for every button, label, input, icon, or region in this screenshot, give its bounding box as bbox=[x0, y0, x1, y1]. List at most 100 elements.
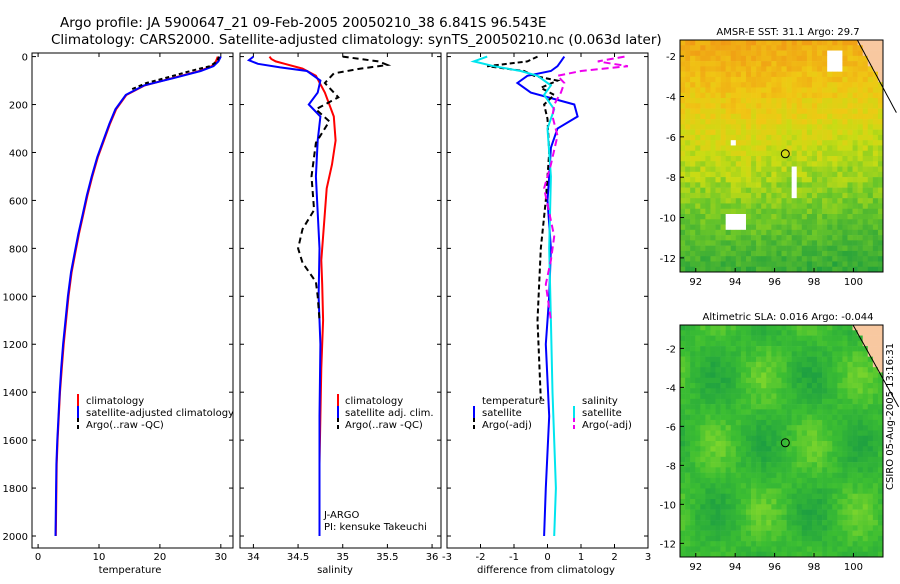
map-cell bbox=[781, 541, 787, 547]
map-cell bbox=[776, 87, 782, 94]
map-cell bbox=[842, 82, 848, 88]
map-cell bbox=[695, 55, 701, 62]
map-cell bbox=[806, 171, 813, 178]
map-cell bbox=[685, 393, 691, 400]
map-frame bbox=[679, 39, 884, 273]
map-cell bbox=[827, 76, 833, 83]
map-cell bbox=[832, 235, 838, 241]
map-cell bbox=[730, 203, 737, 210]
map-cell bbox=[690, 488, 696, 495]
map-cell bbox=[781, 504, 787, 510]
map-cell bbox=[842, 145, 848, 152]
map-cell bbox=[776, 541, 782, 547]
map-cell bbox=[847, 335, 853, 342]
map-cell bbox=[781, 71, 787, 78]
map-cell bbox=[817, 541, 823, 547]
map-cell bbox=[837, 71, 843, 78]
map-cell bbox=[695, 398, 701, 405]
map-cell bbox=[796, 224, 803, 231]
map-cell bbox=[852, 425, 858, 431]
map-cell bbox=[695, 124, 701, 130]
map-cell bbox=[685, 45, 691, 51]
map-cell bbox=[705, 361, 711, 368]
map-cell bbox=[867, 541, 874, 547]
map-cell bbox=[872, 472, 879, 479]
map-cell bbox=[832, 335, 838, 342]
difference-ticks: -3 -2 -1 0 1 2 3 bbox=[442, 53, 651, 563]
map-cell bbox=[786, 398, 792, 405]
map-cell bbox=[877, 419, 884, 426]
map-cell bbox=[842, 509, 848, 516]
map-cell bbox=[786, 250, 792, 257]
map-cell bbox=[822, 182, 828, 188]
map-cell bbox=[715, 108, 721, 115]
map-cell bbox=[766, 430, 772, 437]
map-cell bbox=[735, 335, 742, 342]
map-cell bbox=[685, 404, 691, 410]
map-cell bbox=[877, 451, 884, 458]
map-cell bbox=[705, 198, 711, 204]
map-cell bbox=[735, 509, 742, 516]
map-cell bbox=[715, 214, 721, 220]
map-cell bbox=[695, 388, 701, 394]
map-cell bbox=[766, 467, 772, 473]
salinity-legend: climatology satellite adj. clim. Argo(..… bbox=[337, 394, 434, 431]
map-cell bbox=[857, 171, 864, 178]
map-cell bbox=[680, 488, 686, 495]
map-cell bbox=[710, 383, 716, 389]
map-cell bbox=[872, 351, 879, 357]
map-cell bbox=[786, 103, 792, 109]
map-cell bbox=[745, 356, 752, 363]
map-cell bbox=[867, 229, 874, 236]
map-cell bbox=[822, 488, 828, 495]
map-cell bbox=[771, 383, 777, 389]
map-cell bbox=[761, 76, 767, 83]
map-cell bbox=[751, 361, 757, 368]
map-cell bbox=[862, 346, 869, 352]
map-cell bbox=[771, 546, 777, 553]
map-cell bbox=[695, 129, 701, 136]
map-cell bbox=[695, 504, 701, 510]
map-cell bbox=[751, 325, 757, 331]
map-x-tick-label: 92 bbox=[689, 277, 702, 288]
map-cell bbox=[852, 113, 858, 120]
map-cell bbox=[852, 356, 858, 363]
map-cell bbox=[710, 483, 716, 489]
map-cell bbox=[857, 134, 864, 141]
map-cell bbox=[756, 55, 762, 62]
map-cell bbox=[720, 367, 726, 373]
map-cell bbox=[735, 82, 742, 88]
map-cell bbox=[745, 388, 752, 394]
map-cell bbox=[771, 435, 777, 442]
map-cell bbox=[700, 383, 706, 389]
map-cell bbox=[771, 499, 777, 505]
map-cell bbox=[720, 419, 726, 426]
map-cell bbox=[740, 145, 747, 152]
map-cell bbox=[862, 187, 869, 194]
map-cell bbox=[735, 383, 742, 389]
map-cell bbox=[695, 325, 701, 331]
map-cell bbox=[735, 113, 742, 120]
map-cell bbox=[720, 235, 726, 241]
map-cell bbox=[756, 66, 762, 72]
map-cell bbox=[837, 546, 843, 553]
map-cell bbox=[725, 425, 732, 431]
map-cell bbox=[776, 546, 782, 553]
map-cell bbox=[842, 245, 848, 252]
map-cell bbox=[695, 182, 701, 188]
map-cell bbox=[745, 504, 752, 510]
map-cell bbox=[796, 55, 803, 62]
map-cell bbox=[791, 414, 798, 421]
map-cell bbox=[751, 472, 757, 479]
map-cell bbox=[740, 477, 747, 484]
map-cell bbox=[685, 119, 691, 125]
map-cell bbox=[735, 50, 742, 57]
map-cell bbox=[695, 166, 701, 173]
map-cell bbox=[700, 520, 706, 526]
map-cell bbox=[847, 245, 853, 252]
map-cell bbox=[710, 134, 716, 141]
map-cell bbox=[786, 240, 792, 246]
map-cell bbox=[806, 240, 813, 246]
map-cell bbox=[720, 250, 726, 257]
map-cell bbox=[715, 398, 721, 405]
